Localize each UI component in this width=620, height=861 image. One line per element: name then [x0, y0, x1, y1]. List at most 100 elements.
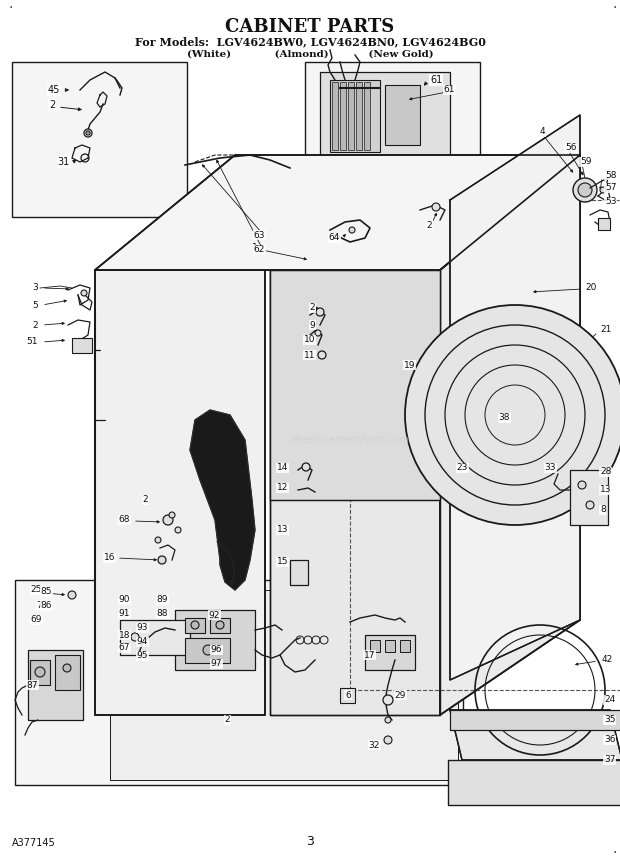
Bar [185, 618, 205, 633]
Circle shape [432, 203, 440, 211]
Text: 33: 33 [544, 463, 556, 473]
Text: 11: 11 [304, 350, 315, 360]
Text: 68: 68 [118, 516, 130, 524]
Circle shape [68, 591, 76, 599]
Bar [598, 218, 610, 230]
Text: 56: 56 [565, 144, 577, 152]
Circle shape [405, 305, 620, 525]
Text: 93: 93 [136, 623, 148, 633]
Bar [332, 82, 338, 150]
Circle shape [383, 695, 393, 705]
Text: 45: 45 [48, 85, 60, 95]
Text: 8: 8 [600, 505, 606, 515]
Bar [448, 760, 620, 805]
Bar [185, 638, 230, 663]
Bar [385, 85, 420, 145]
Circle shape [216, 621, 224, 629]
Text: For Models:  LGV4624BW0, LGV4624BN0, LGV4624BG0: For Models: LGV4624BW0, LGV4624BN0, LGV4… [135, 36, 485, 47]
Circle shape [316, 308, 324, 316]
Bar [175, 610, 255, 670]
Text: 94: 94 [136, 637, 148, 647]
Text: 2: 2 [49, 100, 55, 110]
Text: 32: 32 [369, 740, 380, 749]
Text: 51: 51 [27, 338, 38, 346]
Text: 85: 85 [40, 587, 52, 597]
Bar [320, 72, 450, 162]
Polygon shape [440, 155, 580, 715]
Bar [30, 660, 50, 685]
Text: 91: 91 [118, 610, 130, 618]
Text: 1: 1 [252, 244, 258, 252]
Text: 90: 90 [118, 596, 130, 604]
Circle shape [318, 351, 326, 359]
Text: 29: 29 [394, 691, 406, 699]
Circle shape [35, 667, 45, 677]
Text: (White)            (Almond)           (New Gold): (White) (Almond) (New Gold) [187, 50, 433, 59]
Circle shape [349, 227, 355, 233]
Text: 97: 97 [211, 660, 222, 668]
Bar [364, 82, 370, 150]
Text: 25: 25 [30, 585, 42, 594]
Circle shape [175, 527, 181, 533]
Polygon shape [450, 710, 620, 760]
Text: 6: 6 [345, 691, 351, 699]
Text: 24: 24 [604, 696, 615, 704]
Text: 10: 10 [304, 336, 315, 344]
Text: 9: 9 [309, 320, 315, 330]
Text: 13: 13 [600, 486, 611, 494]
Text: 28: 28 [600, 468, 611, 476]
Text: .: . [612, 842, 616, 856]
Text: 21: 21 [600, 325, 611, 335]
Polygon shape [270, 270, 440, 715]
Bar [365, 635, 415, 670]
Bar [110, 590, 458, 780]
Text: 63: 63 [254, 231, 265, 239]
Circle shape [600, 187, 606, 193]
Text: 2: 2 [32, 320, 38, 330]
Circle shape [586, 501, 594, 509]
Polygon shape [95, 155, 580, 270]
Text: 12: 12 [277, 484, 288, 492]
Text: 61: 61 [430, 75, 442, 85]
Text: 42: 42 [602, 655, 613, 665]
Bar [330, 80, 380, 152]
Circle shape [155, 537, 161, 543]
Text: 89: 89 [156, 596, 168, 604]
Circle shape [578, 183, 592, 197]
Circle shape [63, 664, 71, 672]
Text: 67: 67 [118, 643, 130, 653]
Text: 86: 86 [40, 602, 52, 610]
Text: 19: 19 [404, 361, 415, 369]
Circle shape [163, 515, 173, 525]
Text: 20: 20 [585, 283, 596, 293]
Circle shape [191, 621, 199, 629]
Text: 16: 16 [104, 554, 115, 562]
Bar [55, 655, 80, 690]
Text: 96: 96 [211, 646, 222, 654]
Text: 61: 61 [443, 85, 455, 95]
Text: 3: 3 [32, 283, 38, 293]
Circle shape [302, 463, 310, 471]
Text: 36: 36 [604, 735, 616, 745]
Polygon shape [450, 115, 580, 680]
Bar [348, 82, 354, 150]
Circle shape [81, 290, 87, 296]
Bar [305, 62, 480, 187]
Text: CABINET PARTS: CABINET PARTS [226, 18, 394, 36]
Bar [28, 650, 83, 720]
Text: eReplacementParts.com: eReplacementParts.com [291, 435, 409, 445]
Bar [120, 620, 190, 655]
Circle shape [315, 330, 321, 336]
Bar [12, 62, 187, 217]
Text: 88: 88 [156, 610, 168, 618]
Circle shape [86, 131, 90, 135]
Text: 57: 57 [605, 183, 616, 193]
Bar [210, 618, 230, 633]
Circle shape [573, 178, 597, 202]
Text: 58: 58 [605, 170, 616, 179]
Bar [356, 82, 362, 150]
Text: 5: 5 [32, 300, 38, 309]
Text: 31: 31 [58, 157, 70, 167]
Text: 13: 13 [277, 525, 288, 535]
Text: 62: 62 [254, 245, 265, 255]
